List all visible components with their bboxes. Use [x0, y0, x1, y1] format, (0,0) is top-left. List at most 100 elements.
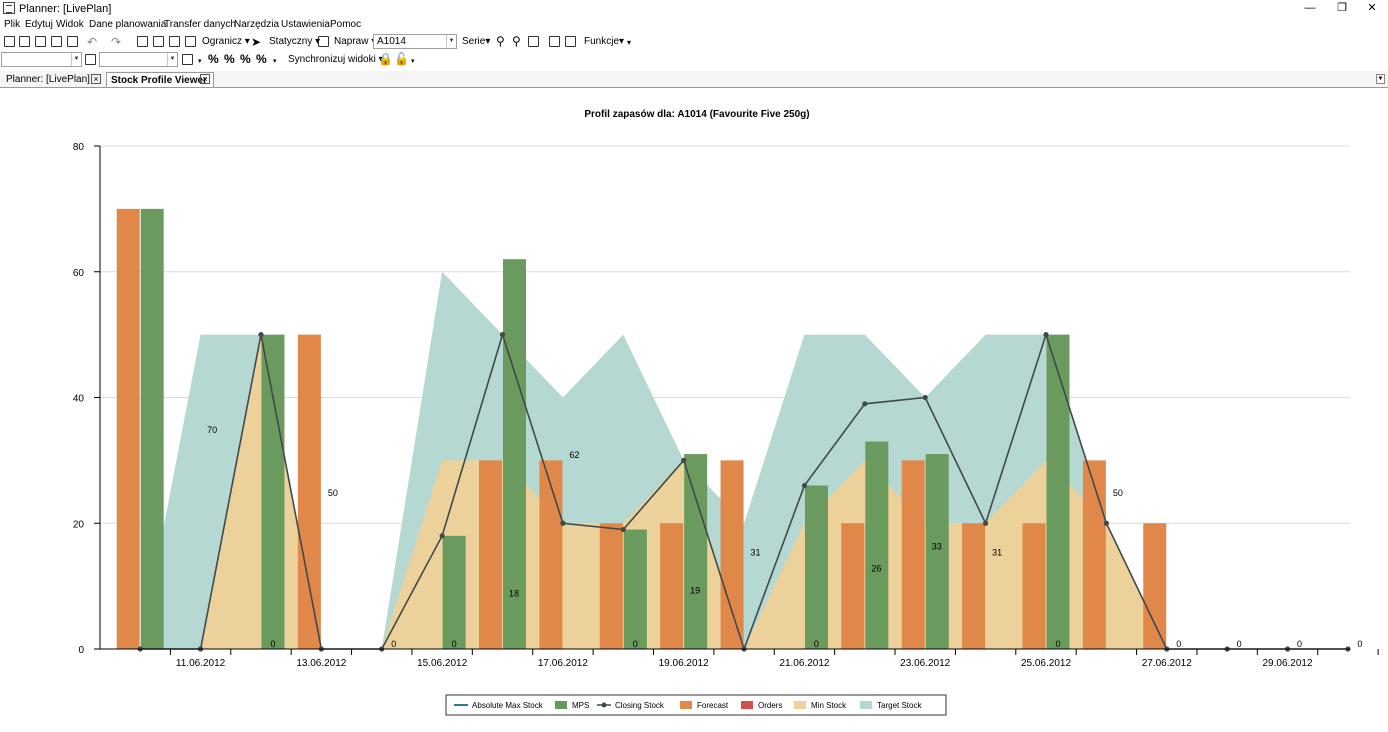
chevron-down-icon[interactable]: ▼ — [71, 53, 81, 66]
data-label: 0 — [1176, 639, 1181, 649]
menu-ustawienia[interactable]: Ustawienia — [281, 19, 330, 30]
combo-input-1[interactable]: ▼ — [1, 52, 82, 67]
data-label: 0 — [633, 639, 638, 649]
menu-edytuj[interactable]: Edytuj — [25, 19, 53, 30]
statyczny-button[interactable]: Statyczny ▾ — [269, 36, 321, 47]
synchronize-views-button[interactable]: Synchronizuj widoki ▾ — [288, 54, 384, 65]
legend-label: Forecast — [697, 701, 729, 710]
close-button[interactable]: ✕ — [1367, 2, 1377, 14]
mps-bar — [140, 208, 164, 649]
data-label: 0 — [391, 639, 396, 649]
forecast-bar — [720, 460, 744, 649]
lock-icon[interactable]: 🔒 — [378, 52, 393, 66]
chart-edit-icon[interactable] — [565, 36, 576, 47]
percent-icon[interactable]: % — [256, 52, 267, 66]
secondary-toolbar: ▼ ▼ ▾ % % % % ▾ Synchronizuj widoki ▾ 🔒 … — [0, 51, 1388, 69]
percent-icon[interactable]: % — [208, 52, 219, 66]
tab-planner-liveplan[interactable]: Planner: [LivePlan] — [2, 72, 104, 87]
zoom-in-icon[interactable]: ⚲ — [496, 34, 505, 48]
menu-transfer-danych[interactable]: Transfer danych — [164, 19, 236, 30]
item-code-input[interactable]: A1014 ▼ — [373, 34, 457, 49]
chevron-down-icon[interactable]: ▼ — [167, 53, 177, 66]
report-icon[interactable] — [137, 36, 148, 47]
closing-stock-point — [620, 526, 626, 533]
y-tick-label: 80 — [73, 142, 85, 153]
napraw-icon[interactable] — [318, 36, 329, 47]
close-icon[interactable]: × — [200, 74, 210, 84]
settings-chart-icon[interactable] — [528, 36, 539, 47]
closing-stock-point — [983, 520, 989, 526]
zoom-out-icon[interactable]: ⚲ — [512, 34, 521, 48]
forecast-bar — [901, 460, 925, 649]
document-tab-bar: Planner: [LivePlan] × Stock Profile View… — [0, 71, 1388, 88]
percent-icon[interactable]: % — [240, 52, 251, 66]
ogranicz-button[interactable]: Ogranicz ▾ — [202, 36, 250, 47]
mps-bar — [623, 529, 647, 649]
menu-pomoc[interactable]: Pomoc — [330, 19, 362, 30]
menu-plik[interactable]: Plik — [4, 19, 21, 30]
close-icon[interactable]: × — [91, 74, 101, 84]
x-tick-label: 17.06.2012 — [538, 658, 588, 669]
restore-button[interactable]: ❐ — [1337, 2, 1347, 14]
export-icon[interactable] — [51, 36, 62, 47]
tab-label: Stock Profile Viewer — [111, 75, 207, 86]
chart-axes: 0 20 40 60 80 11.06.2012 13.06.2012 15.06.2012 1… — [73, 142, 1379, 669]
dropdown-arrow-icon[interactable]: ▾ — [273, 58, 277, 65]
closing-stock-point — [862, 401, 868, 407]
grid-icon[interactable] — [185, 36, 196, 47]
funkcje-button[interactable]: Funkcje▾ — [584, 36, 625, 47]
percent-icon[interactable]: % — [224, 52, 235, 66]
toolbar-overflow-icon[interactable]: ▾ — [411, 58, 415, 65]
menu-narzedzia[interactable]: Narzędzia — [234, 19, 280, 30]
legend-label: Target Stock — [877, 701, 922, 710]
data-label: 31 — [992, 548, 1002, 558]
data-label: 0 — [270, 639, 275, 649]
undo-icon[interactable]: ↶ — [87, 35, 98, 49]
forecast-bar — [539, 460, 563, 649]
print-icon[interactable] — [67, 36, 78, 47]
unlock-icon[interactable]: 🔓 — [394, 52, 409, 66]
open-folder-icon[interactable] — [19, 36, 30, 47]
forecast-bar — [116, 208, 140, 649]
mps-bar — [865, 441, 889, 649]
save-icon[interactable] — [35, 36, 46, 47]
legend-label: MPS — [572, 701, 589, 710]
napraw-button[interactable]: Napraw ▾ — [334, 36, 376, 47]
new-document-icon[interactable] — [4, 36, 15, 47]
y-tick-label: 0 — [78, 645, 84, 656]
chevron-down-icon[interactable]: ▼ — [446, 35, 456, 48]
serie-button[interactable]: Serie▾ — [462, 36, 491, 47]
dropdown-arrow-icon[interactable]: ▾ — [198, 58, 202, 65]
window-title: Planner: [LivePlan] — [19, 3, 112, 15]
chevron-down-icon[interactable]: ▼ — [1376, 74, 1385, 84]
data-label: 18 — [509, 588, 519, 598]
x-tick-label: 23.06.2012 — [900, 658, 950, 669]
pointer-icon[interactable]: ➤ — [251, 35, 262, 49]
data-label: 0 — [1297, 639, 1302, 649]
chart-areas — [140, 271, 1348, 649]
filter-icon[interactable] — [85, 54, 96, 65]
chart-legend: Absolute Max Stock MPS Closing Stock Foreca… — [445, 694, 947, 716]
menu-dane-planowania[interactable]: Dane planowania — [89, 19, 167, 30]
toolbar-overflow-icon[interactable]: ▾ — [627, 38, 632, 47]
minimize-button[interactable]: — — [1304, 2, 1316, 14]
legend-swatch — [794, 701, 806, 709]
x-tick-label: 27.06.2012 — [1142, 658, 1192, 669]
data-label: 0 — [452, 639, 457, 649]
refresh-icon[interactable] — [182, 54, 193, 65]
legend-box — [445, 694, 947, 716]
forecast-bar — [599, 523, 623, 649]
chart-report-icon[interactable] — [153, 36, 164, 47]
combo-input-2[interactable]: ▼ — [99, 52, 178, 67]
legend-label: Orders — [758, 701, 782, 710]
tab-label: Planner: [LivePlan] — [6, 74, 90, 85]
calculator-icon[interactable] — [169, 36, 180, 47]
tab-stock-profile-viewer[interactable]: Stock Profile Viewer — [106, 72, 214, 87]
x-tick-label: 15.06.2012 — [417, 658, 467, 669]
data-label: 0 — [1055, 639, 1060, 649]
data-label: 33 — [932, 541, 942, 551]
legend-swatch — [741, 701, 753, 709]
chart-icon[interactable] — [549, 36, 560, 47]
redo-icon[interactable]: ↷ — [111, 35, 122, 49]
menu-widok[interactable]: Widok — [56, 19, 84, 30]
